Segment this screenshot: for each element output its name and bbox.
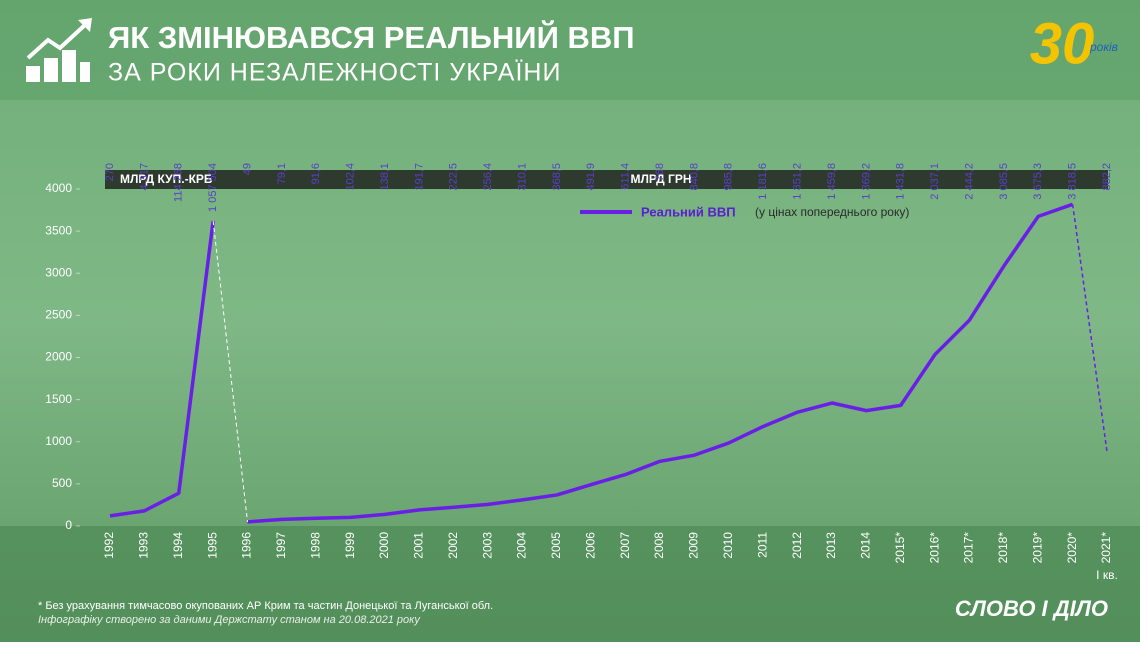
logo: СЛОВО І ДІЛО xyxy=(955,596,1108,621)
top-label: 102,4 xyxy=(345,163,357,191)
top-label: 3 085,5 xyxy=(998,163,1010,200)
x-tick-label: 2017* xyxy=(962,532,976,564)
x-tick-label: 1999 xyxy=(343,532,357,559)
top-label: 2 037,1 xyxy=(929,163,941,200)
x-tick-label: 2011 xyxy=(755,532,769,558)
badge-note: років xyxy=(1089,40,1118,54)
top-label: 1 057 504 xyxy=(207,163,219,212)
unit-label: МЛРД КУП.-КРБ xyxy=(120,172,213,186)
footnote: * Без урахування тимчасово окупованих АР… xyxy=(38,600,493,612)
x-tick-label: 2004 xyxy=(515,532,529,559)
top-label: 3 818,5 xyxy=(1067,163,1079,200)
connector xyxy=(212,220,249,522)
x-tick-label: 2016* xyxy=(927,532,941,564)
top-label: 611,4 xyxy=(620,163,632,190)
unit-band xyxy=(105,170,1108,189)
y-tick-label: 2000 xyxy=(45,350,72,364)
subtitle: ЗА РОКИ НЕЗАЛЕЖНОСТІ УКРАЇНИ xyxy=(108,59,561,87)
top-label: 114 268 xyxy=(173,163,185,202)
x-tick-label: 2007 xyxy=(618,532,632,559)
x-tick-label: 2000 xyxy=(377,532,391,559)
top-label: 1 459,8 xyxy=(826,163,838,200)
top-label: 368,5 xyxy=(551,163,563,191)
x-tick-label: 1994 xyxy=(171,532,185,559)
x-tick-label: 2020* xyxy=(1065,532,1079,564)
top-label: 3 675,3 xyxy=(1032,163,1044,200)
top-label: 270 xyxy=(104,163,116,181)
x-tick-label: 2021* xyxy=(1099,532,1113,564)
y-tick-label: 4000 xyxy=(45,181,72,195)
x-tick-label: 2009 xyxy=(687,532,701,559)
x-tick-label: 2015* xyxy=(893,532,907,564)
top-label: 4 317 xyxy=(138,163,150,191)
top-label: 882,2 xyxy=(1101,163,1113,191)
top-label: 79,1 xyxy=(276,163,288,184)
top-label: 138,1 xyxy=(379,163,391,191)
y-tick-label: 3500 xyxy=(45,223,72,237)
x-tick-label: 1993 xyxy=(137,532,151,559)
y-tick-label: 3000 xyxy=(45,265,72,279)
badge: 30 xyxy=(1030,11,1095,76)
y-tick-label: 500 xyxy=(52,476,72,490)
source: Інфографіку створено за даними Держстату… xyxy=(38,614,421,626)
top-label: 985,8 xyxy=(723,163,735,191)
top-label: 840,8 xyxy=(688,163,700,191)
x-tick-label: 2001 xyxy=(412,532,426,559)
x-tick-label: 2010 xyxy=(721,532,735,559)
unit-label: МЛРД ГРН xyxy=(630,172,691,186)
legend-note: (у цінах попереднього року) xyxy=(755,205,909,219)
title: ЯК ЗМІНЮВАВСЯ РЕАЛЬНИЙ ВВП xyxy=(108,19,635,55)
top-label: 1 351,2 xyxy=(791,163,803,200)
logo-icon xyxy=(26,18,92,82)
top-label: 222,5 xyxy=(448,163,460,191)
y-tick-label: 2500 xyxy=(45,308,72,322)
x-tick-label: 2003 xyxy=(480,532,494,559)
x-tick-label: 1992 xyxy=(102,532,116,559)
x-tick-label: 2002 xyxy=(446,532,460,559)
category-note: І кв. xyxy=(1096,568,1118,582)
x-tick-label: 2006 xyxy=(583,532,597,559)
top-label: 91,6 xyxy=(310,163,322,184)
top-label: 1 431,8 xyxy=(895,163,907,200)
x-tick-label: 2014 xyxy=(859,532,873,559)
line xyxy=(247,202,1074,524)
x-tick-label: 2012 xyxy=(790,532,804,559)
x-tick-label: 1997 xyxy=(274,532,288,559)
top-label: 1 181,6 xyxy=(757,163,769,200)
top-label: 768 xyxy=(654,163,666,181)
x-tick-label: 2018* xyxy=(996,532,1010,564)
y-tick-label: 1000 xyxy=(45,434,72,448)
top-label: 1 369,2 xyxy=(860,163,872,200)
top-label: 191,7 xyxy=(413,163,425,191)
x-tick-label: 2019* xyxy=(1030,532,1044,564)
legend-label: Реальний ВВП xyxy=(641,204,736,219)
top-label: 2 444,2 xyxy=(963,163,975,200)
top-label: 310,1 xyxy=(516,163,528,191)
x-tick-label: 2013 xyxy=(824,532,838,559)
y-tick-label: 0 xyxy=(65,518,72,532)
top-label: 49 xyxy=(241,163,253,175)
y-tick-label: 1500 xyxy=(45,392,72,406)
x-tick-label: 2008 xyxy=(652,532,666,559)
header-band xyxy=(0,0,1140,100)
top-label: 491,9 xyxy=(585,163,597,191)
top-label: 256,4 xyxy=(482,163,494,191)
axis-band xyxy=(0,526,1140,642)
line xyxy=(109,220,215,518)
x-tick-label: 1995 xyxy=(205,532,219,559)
x-tick-label: 2005 xyxy=(549,532,563,559)
x-tick-label: 1996 xyxy=(240,532,254,559)
x-tick-label: 1998 xyxy=(308,532,322,559)
